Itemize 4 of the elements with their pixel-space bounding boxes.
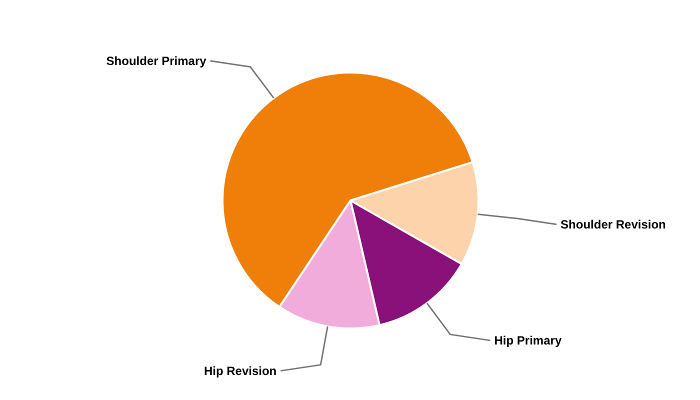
slice-label: Shoulder Revision: [560, 217, 666, 232]
slice-label: Hip Revision: [204, 364, 277, 378]
slice-label: Hip Primary: [494, 333, 562, 348]
slice-label: Shoulder Primary: [106, 54, 207, 68]
